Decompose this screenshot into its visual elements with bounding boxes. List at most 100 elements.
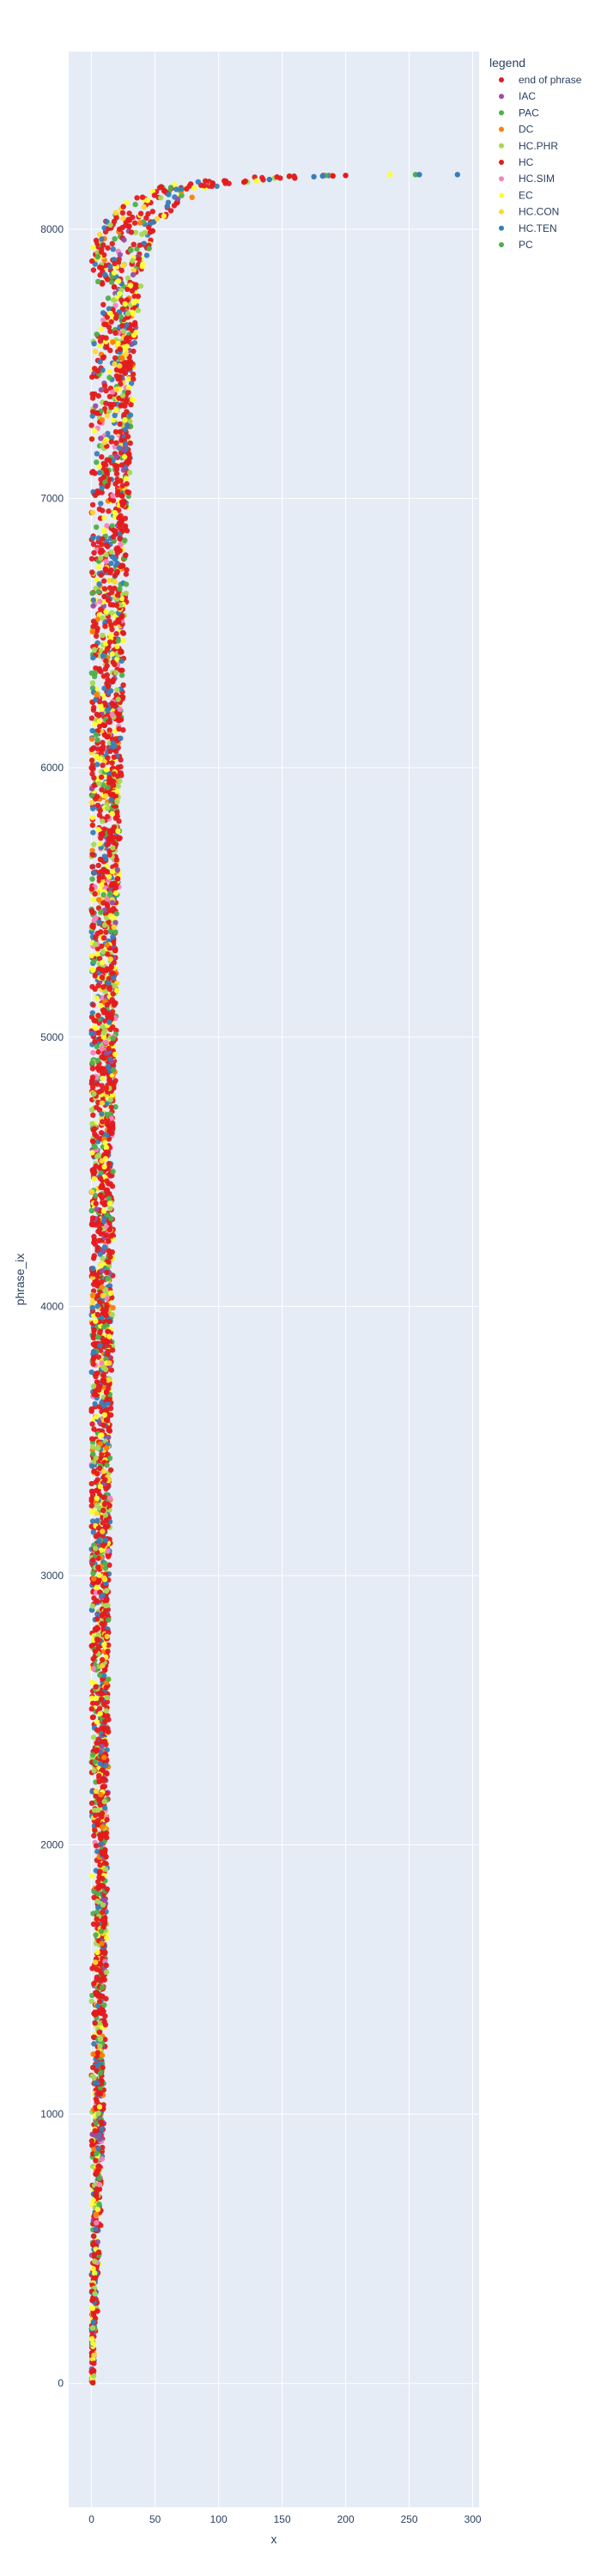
point (92, 973, 98, 979)
point (116, 445, 122, 451)
point (99, 2156, 106, 2162)
point (191, 185, 197, 191)
point (146, 224, 152, 230)
point (93, 2190, 99, 2197)
point (103, 1050, 110, 1056)
point (203, 178, 209, 184)
point (96, 470, 103, 476)
point (107, 1290, 114, 1297)
point (89, 864, 95, 870)
point (96, 2029, 102, 2035)
point (91, 958, 97, 964)
legend-marker-2 (499, 110, 504, 116)
tail-point-4 (330, 173, 336, 179)
point (123, 590, 130, 597)
point (92, 1827, 98, 1833)
point (101, 922, 108, 928)
point (134, 195, 140, 201)
point (92, 492, 99, 498)
point (144, 197, 151, 204)
point (106, 980, 112, 986)
point (90, 2233, 97, 2239)
point (91, 1832, 97, 1838)
point (123, 581, 130, 587)
point (127, 247, 134, 253)
point (101, 1575, 107, 1581)
point (114, 643, 120, 649)
point (103, 929, 109, 935)
plot-area (69, 52, 479, 2507)
point (94, 1898, 100, 1905)
point (126, 376, 132, 382)
point (101, 1701, 107, 1708)
legend-label-6: HC.SIM (519, 173, 555, 185)
point (104, 942, 110, 948)
point (102, 2021, 109, 2028)
point (117, 536, 123, 542)
point (112, 670, 119, 676)
point (100, 831, 106, 837)
point (106, 374, 112, 380)
point (90, 1255, 97, 1261)
point (90, 654, 96, 661)
point (114, 550, 120, 556)
legend-marker-1 (499, 94, 504, 100)
point (112, 210, 118, 216)
point (94, 1081, 100, 1087)
point (110, 339, 116, 345)
point (118, 477, 124, 484)
point (139, 194, 146, 200)
point (89, 848, 95, 854)
point (108, 279, 115, 285)
point (94, 1974, 100, 1980)
data-points (88, 172, 460, 2386)
point (111, 1084, 117, 1091)
point (151, 192, 158, 198)
point (109, 970, 115, 976)
point (94, 1517, 100, 1524)
point (116, 726, 122, 732)
point (93, 1684, 99, 1690)
point (94, 1727, 100, 1733)
point (91, 1767, 97, 1774)
point (89, 629, 95, 635)
point (116, 309, 123, 315)
point (91, 782, 98, 788)
point (89, 1066, 96, 1072)
point (107, 632, 114, 638)
point (126, 470, 133, 476)
point (98, 435, 104, 441)
point (101, 1611, 107, 1617)
point (101, 1215, 107, 1222)
point (101, 1642, 107, 1648)
point (99, 1428, 106, 1434)
point (88, 1800, 95, 1807)
point (113, 408, 119, 414)
point (120, 204, 126, 210)
point (100, 1292, 106, 1299)
point (105, 1276, 111, 1282)
point (106, 639, 113, 645)
point (99, 485, 105, 491)
point (88, 670, 95, 676)
point (92, 1400, 98, 1407)
point (106, 1503, 112, 1509)
point (96, 1089, 103, 1095)
point (88, 952, 94, 959)
point (106, 1192, 112, 1198)
point (113, 857, 119, 863)
point (103, 335, 109, 341)
point (90, 1297, 96, 1304)
point (93, 403, 99, 410)
point (91, 1595, 97, 1601)
point (108, 882, 114, 889)
point (101, 225, 107, 231)
point (93, 914, 99, 921)
point (95, 1644, 102, 1650)
point (93, 1959, 99, 1965)
point (106, 727, 112, 733)
point (98, 1002, 104, 1009)
point (90, 2372, 97, 2379)
point (132, 201, 138, 208)
point (96, 1772, 102, 1779)
